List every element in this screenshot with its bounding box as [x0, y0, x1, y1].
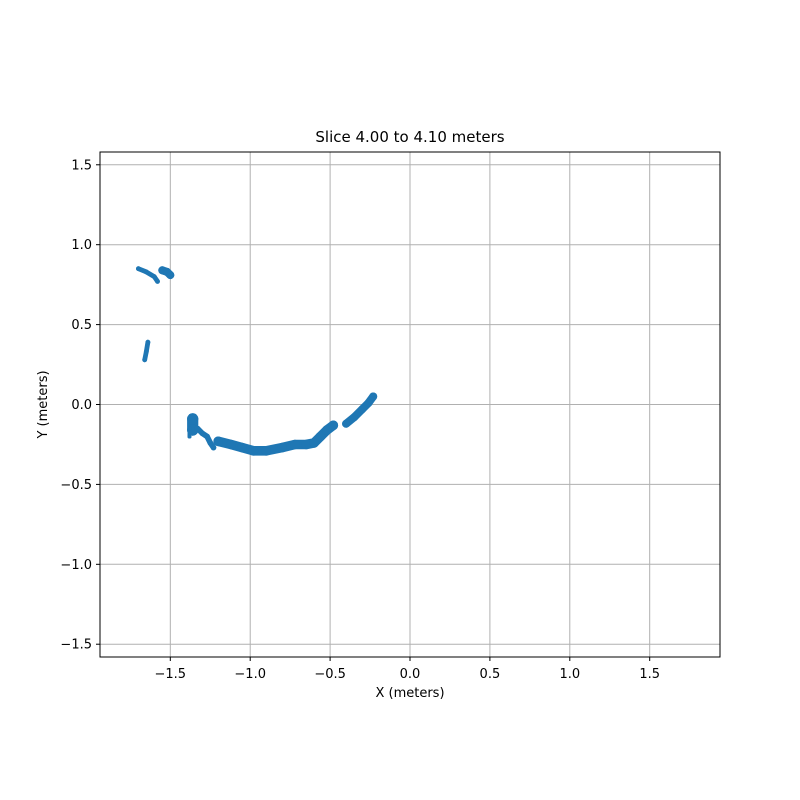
- data-point: [155, 279, 160, 284]
- data-point: [261, 446, 272, 456]
- y-tick-label: 0.5: [71, 318, 92, 333]
- data-point: [136, 266, 141, 272]
- data-point: [166, 271, 175, 280]
- x-tick-label: −1.5: [155, 667, 187, 682]
- data-point: [187, 413, 199, 425]
- data-point: [237, 442, 247, 453]
- data-point: [369, 392, 378, 401]
- chart-title: Slice 4.00 to 4.10 meters: [315, 128, 504, 146]
- data-point: [301, 439, 311, 450]
- data-points: [135, 266, 378, 456]
- x-tick-label: −0.5: [314, 667, 346, 682]
- grid-lines: [100, 152, 720, 657]
- data-point: [187, 434, 192, 439]
- data-point: [248, 446, 259, 456]
- data-point: [207, 440, 214, 446]
- data-point: [328, 420, 339, 431]
- data-point: [277, 442, 288, 453]
- y-tick-label: 1.0: [71, 238, 92, 253]
- y-tick-label: 1.5: [71, 158, 92, 173]
- data-point: [204, 433, 210, 440]
- data-point: [199, 430, 206, 437]
- y-tick-label: 0.0: [71, 398, 92, 413]
- data-point: [142, 357, 148, 363]
- data-point: [290, 439, 300, 450]
- data-point: [226, 439, 236, 450]
- data-point: [350, 413, 359, 422]
- data-point: [151, 274, 157, 280]
- y-tick-label: −1.5: [60, 638, 92, 653]
- data-point: [315, 431, 326, 442]
- data-point: [364, 398, 373, 407]
- point-cluster: [135, 266, 160, 284]
- y-tick-label: −0.5: [60, 478, 92, 493]
- y-tick-label: −1.0: [60, 558, 92, 573]
- data-point: [143, 269, 149, 275]
- y-axis-label: Y (meters): [36, 370, 51, 439]
- x-tick-label: 0.5: [480, 667, 501, 682]
- data-point: [309, 438, 319, 448]
- axis-ticks: −1.5 −1.0 −0.5 0.0 0.5 1.0 1.5 −1.5 −1.0 −0.5 0.0 0…: [60, 158, 660, 682]
- x-tick-label: 1.5: [639, 667, 660, 682]
- data-point: [210, 444, 217, 451]
- data-point: [213, 436, 223, 447]
- data-point: [194, 425, 201, 432]
- x-tick-label: 1.0: [559, 667, 580, 682]
- x-axis-label: X (meters): [375, 686, 444, 701]
- data-point: [358, 405, 367, 414]
- data-point: [143, 349, 149, 355]
- data-point: [342, 419, 351, 428]
- x-tick-label: 0.0: [400, 667, 421, 682]
- data-point: [145, 339, 151, 345]
- data-point: [187, 426, 192, 431]
- x-tick-label: −1.0: [234, 667, 266, 682]
